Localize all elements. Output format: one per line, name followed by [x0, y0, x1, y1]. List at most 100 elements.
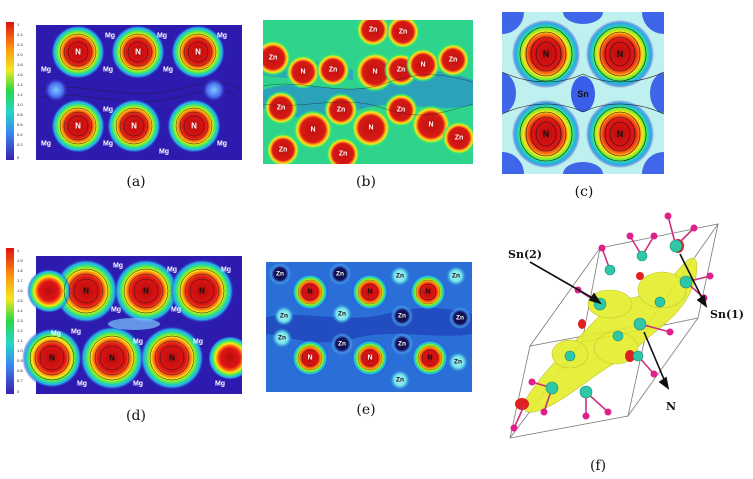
- atom-label-n: N: [143, 287, 149, 296]
- atom-label-mg: Mg: [133, 339, 143, 346]
- atom-label-zn: Zn: [278, 335, 286, 342]
- colorbar-tick: 1.3: [17, 318, 23, 323]
- atom-label-mg: Mg: [113, 263, 123, 270]
- colorbar-d-ticks: 1 1.9 1.8 1.7 1.6 1.5 1.4 1.3 1.2 1.1 1.…: [17, 248, 23, 394]
- caption-d: (d): [126, 408, 146, 424]
- atom-label-zn: Zn: [276, 271, 284, 278]
- atom-label-zn: Zn: [399, 29, 408, 36]
- atom-label-zn: Zn: [454, 359, 462, 366]
- colorbar-tick: 0.6: [17, 122, 23, 127]
- charge-density-map-d: N N N N N N Mg Mg Mg Mg Mg Mg Mg Mg Mg M…: [4, 246, 242, 396]
- charge-density-map-e: N N N N N N Zn Zn Zn Zn Zn Zn Zn Zn Zn Z…: [266, 262, 472, 392]
- atom-label-mg: Mg: [133, 381, 143, 388]
- atom-label-zn: Zn: [336, 271, 344, 278]
- annotation-sn1: Sn(1): [710, 308, 744, 321]
- atom-label-zn: Zn: [280, 313, 288, 320]
- colorbar-tick: 1.6: [17, 288, 23, 293]
- atom-label-mg: Mg: [51, 331, 61, 338]
- zn-atoms-e: [269, 263, 471, 390]
- zn-atoms-b: [263, 20, 473, 164]
- atom-label-n: N: [131, 122, 137, 131]
- caption-b: (b): [356, 174, 376, 190]
- atom-label-mg: Mg: [41, 141, 51, 148]
- colorbar-tick: 1.5: [17, 298, 23, 303]
- colorbar-tick: 0: [17, 389, 20, 394]
- colorbar-tick: 1.8: [17, 268, 23, 273]
- caption-c: (c): [574, 184, 594, 200]
- colorbar-tick: 0.8: [17, 112, 23, 117]
- atom-label-n: N: [199, 287, 205, 296]
- colorbar-tick: 0.7: [17, 378, 23, 383]
- colorbar-tick: 2.3: [17, 42, 23, 47]
- caption-f: (f): [589, 458, 607, 474]
- colorbar-d: [6, 248, 14, 394]
- atom-label-sn: Sn: [577, 89, 589, 99]
- annotation-sn2: Sn(2): [508, 248, 542, 261]
- atom-label-mg: Mg: [221, 267, 231, 274]
- panel-d: N N N N N N Mg Mg Mg Mg Mg Mg Mg Mg Mg M…: [4, 246, 242, 396]
- atom-label-zn: Zn: [396, 273, 404, 280]
- colorbar-tick: 2.0: [17, 52, 23, 57]
- atom-label-mg: Mg: [159, 149, 169, 156]
- atom-label-mg: Mg: [111, 307, 121, 314]
- caption-e: (e): [356, 402, 376, 418]
- atom-label-n: N: [307, 355, 312, 362]
- atom-label-zn: Zn: [398, 313, 406, 320]
- colorbar-tick: 1.6: [17, 72, 23, 77]
- atom-label-mg: Mg: [163, 67, 173, 74]
- atom-label-mg: Mg: [103, 141, 113, 148]
- atom-label-n: N: [425, 289, 430, 296]
- atom-label-zn: Zn: [397, 67, 406, 74]
- atom-label-n: N: [300, 69, 305, 76]
- panel-e: N N N N N N Zn Zn Zn Zn Zn Zn Zn Zn Zn Z…: [266, 262, 472, 392]
- annotation-n: N: [666, 400, 676, 413]
- atom-label-mg: Mg: [105, 33, 115, 40]
- atom-label-mg: Mg: [217, 141, 227, 148]
- panel-f: Sn(2) Sn(1) N: [490, 206, 752, 446]
- colorbar-tick: 1.9: [17, 258, 23, 263]
- atom-label-zn: Zn: [449, 57, 458, 64]
- atom-label-n: N: [617, 129, 624, 139]
- n-atoms-c: [512, 20, 654, 168]
- colorbar-tick: 1.1: [17, 338, 23, 343]
- atom-label-n: N: [617, 49, 624, 59]
- atom-label-mg: Mg: [103, 107, 113, 114]
- atom-label-n: N: [83, 287, 89, 296]
- colorbar-tick: 0.2: [17, 142, 23, 147]
- atom-label-zn: Zn: [452, 273, 460, 280]
- colorbar-tick: 0.4: [17, 132, 23, 137]
- bond-ends-f: [510, 212, 714, 432]
- n-atoms-d: [22, 259, 242, 390]
- atom-label-mg: Mg: [157, 33, 167, 40]
- atom-label-n: N: [310, 127, 315, 134]
- atom-label-n: N: [195, 48, 201, 57]
- charge-density-isosurface-f: Sn(2) Sn(1) N: [508, 212, 744, 439]
- colorbar-a-ticks: 1 2.4 2.3 2.0 1.8 1.6 1.4 1.2 1.0 0.8 0.…: [17, 22, 23, 160]
- atom-label-n: N: [49, 354, 55, 363]
- atom-label-zn: Zn: [398, 341, 406, 348]
- colorbar-tick: 1.7: [17, 278, 23, 283]
- colorbar-tick: 1: [17, 248, 20, 253]
- colorbar-tick: 1.8: [17, 62, 23, 67]
- n-atoms-e: [292, 274, 448, 376]
- atom-label-zn: Zn: [455, 135, 464, 142]
- panel-c: N N N N Sn: [502, 12, 664, 174]
- colorbar-tick: 1.0: [17, 102, 23, 107]
- atom-label-n: N: [75, 48, 81, 57]
- atom-label-zn: Zn: [329, 67, 338, 74]
- atom-label-n: N: [169, 354, 175, 363]
- atom-label-mg: Mg: [193, 339, 203, 346]
- atom-label-zn: Zn: [339, 151, 348, 158]
- atom-label-mg: Mg: [103, 67, 113, 74]
- colorbar-tick: 1.0: [17, 348, 23, 353]
- atom-label-mg: Mg: [171, 307, 181, 314]
- atom-label-n: N: [543, 49, 550, 59]
- annotation-arrows: [529, 253, 708, 390]
- atom-label-n: N: [135, 48, 141, 57]
- colorbar-tick: 1.2: [17, 328, 23, 333]
- caption-a: (a): [126, 174, 146, 190]
- colorbar-tick: 0: [17, 155, 20, 160]
- atom-label-n: N: [367, 289, 372, 296]
- colorbar-tick: 2.4: [17, 32, 23, 37]
- colorbar-tick: 1.2: [17, 92, 23, 97]
